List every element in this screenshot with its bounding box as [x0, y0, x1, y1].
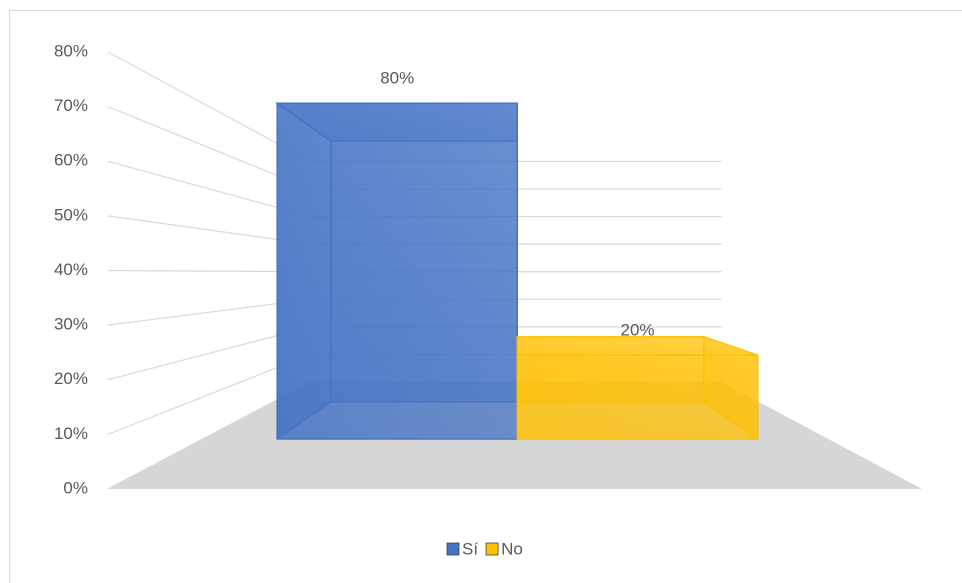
y-tick-label: 20% — [54, 369, 88, 388]
y-tick-label: 50% — [54, 205, 88, 224]
y-tick-label: 70% — [54, 96, 88, 115]
y-tick-label: 30% — [54, 315, 88, 334]
y-tick-label: 10% — [54, 424, 88, 443]
value-label: 80% — [380, 69, 414, 88]
legend-label: Sí — [462, 539, 478, 558]
y-tick-label: 0% — [63, 478, 88, 497]
legend-swatch — [446, 542, 460, 556]
legend-swatch — [485, 542, 499, 556]
bar-front — [276, 102, 518, 440]
value-label: 20% — [621, 321, 655, 340]
bar — [275, 101, 518, 441]
bar — [516, 335, 759, 441]
legend: Sí No — [446, 539, 523, 558]
legend-label: No — [501, 539, 523, 558]
bar-front — [516, 354, 759, 440]
y-tick-label: 80% — [54, 41, 88, 60]
y-tick-label: 40% — [54, 260, 88, 279]
y-tick-label: 60% — [54, 151, 88, 170]
